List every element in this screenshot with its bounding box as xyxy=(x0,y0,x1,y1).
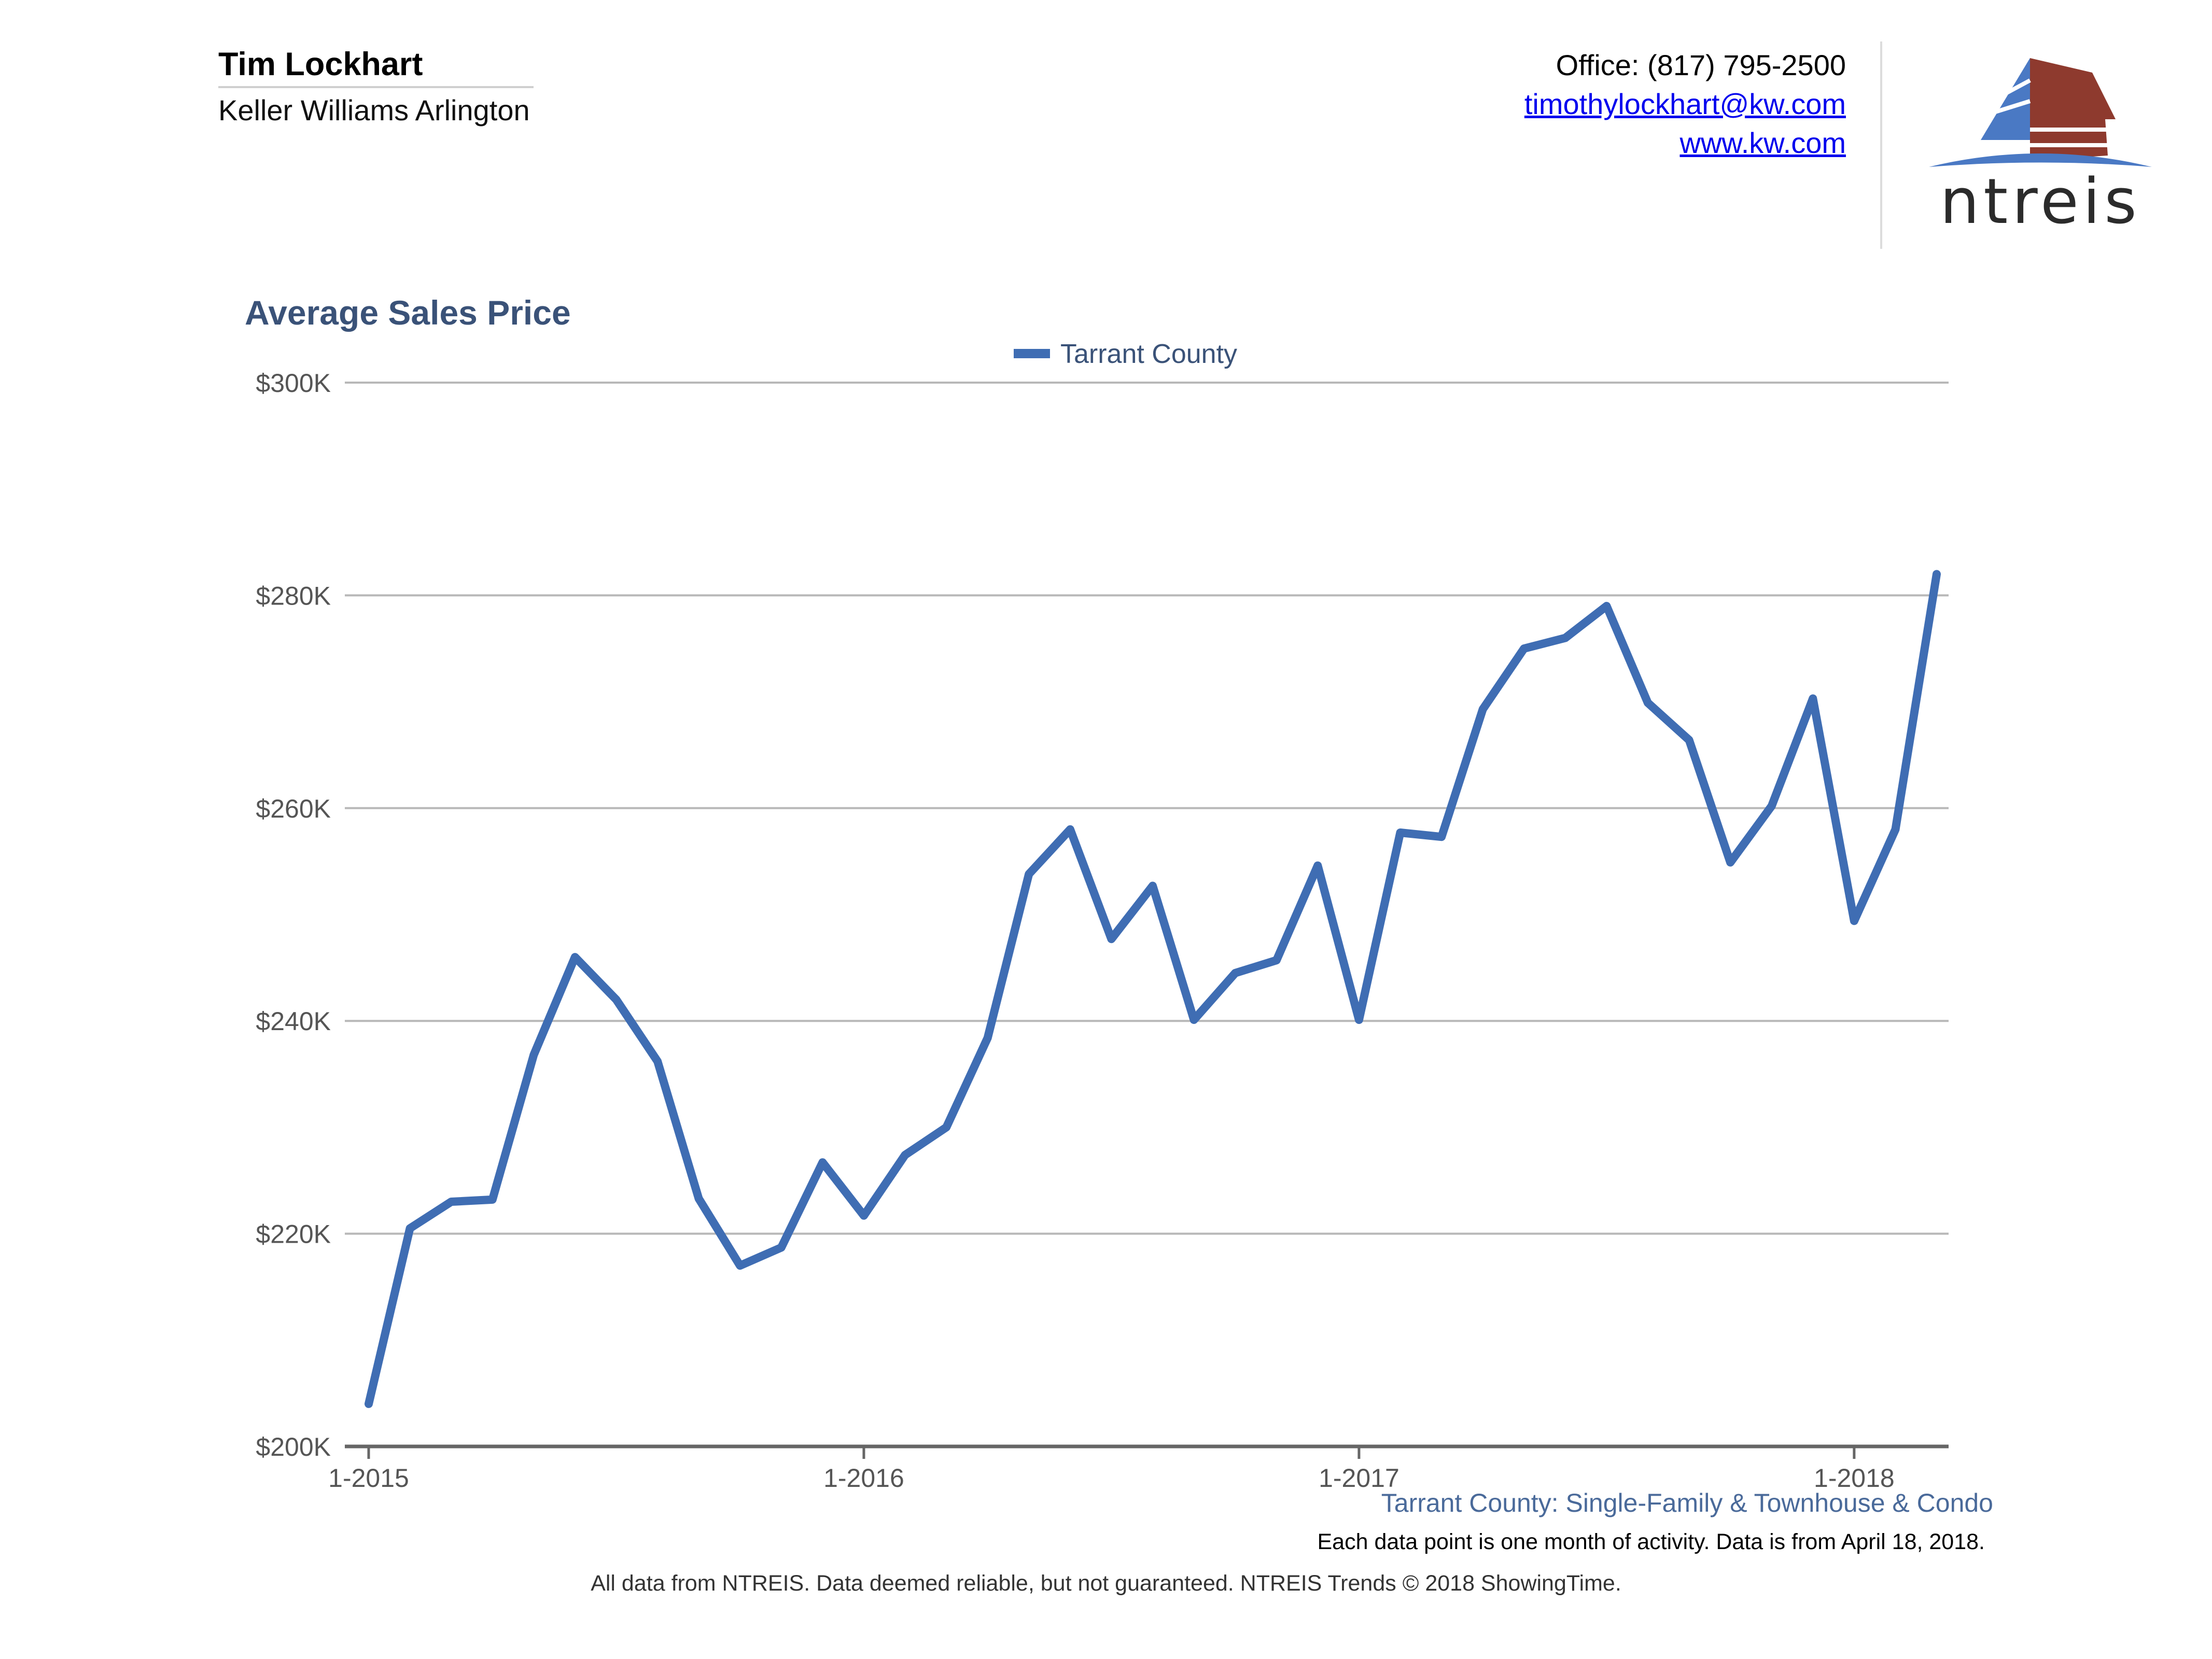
grid-lines xyxy=(345,382,1949,1235)
agent-company: Keller Williams Arlington xyxy=(218,94,530,126)
x-tick-label: 1-2018 xyxy=(1814,1464,1895,1493)
y-tick-label: $280K xyxy=(256,581,331,610)
house-icon xyxy=(1929,58,2152,167)
legend: Tarrant County xyxy=(1014,339,1237,369)
x-axis: 1-2015 1-2016 1-2017 1-2018 xyxy=(328,1444,1949,1493)
y-tick-label: $240K xyxy=(256,1007,331,1036)
footer-disclaimer: All data from NTREIS. Data deemed reliab… xyxy=(591,1571,1621,1596)
website-link[interactable]: www.kw.com xyxy=(1679,126,1846,159)
x-tick-label: 1-2017 xyxy=(1319,1464,1399,1493)
agent-divider xyxy=(218,86,534,88)
email-link[interactable]: timothylockhart@kw.com xyxy=(1524,88,1846,120)
x-tick-label: 1-2016 xyxy=(823,1464,904,1493)
chart-title: Average Sales Price xyxy=(245,293,571,332)
header-divider xyxy=(1880,41,1882,249)
y-tick-label: $300K xyxy=(256,369,331,398)
logo-wordmark: ntreis xyxy=(1940,166,2141,233)
contact-block: Office: (817) 795-2500 timothylockhart@k… xyxy=(1524,46,1846,162)
agent-name: Tim Lockhart xyxy=(218,46,423,82)
y-axis-ticks: $200K $220K $240K $260K $280K $300K xyxy=(256,369,331,1461)
y-tick-label: $200K xyxy=(256,1432,331,1461)
legend-label: Tarrant County xyxy=(1060,339,1237,369)
y-tick-label: $220K xyxy=(256,1220,331,1249)
series-line-tarrant-county xyxy=(365,570,1941,1408)
chart-note: Each data point is one month of activity… xyxy=(1317,1529,1985,1554)
y-tick-label: $260K xyxy=(256,794,331,823)
ntreis-logo: ntreis xyxy=(1929,58,2152,233)
office-phone: Office: (817) 795-2500 xyxy=(1556,49,1846,81)
chart-subtitle: Tarrant County: Single-Family & Townhous… xyxy=(1381,1488,1993,1517)
x-tick-label: 1-2015 xyxy=(328,1464,409,1493)
